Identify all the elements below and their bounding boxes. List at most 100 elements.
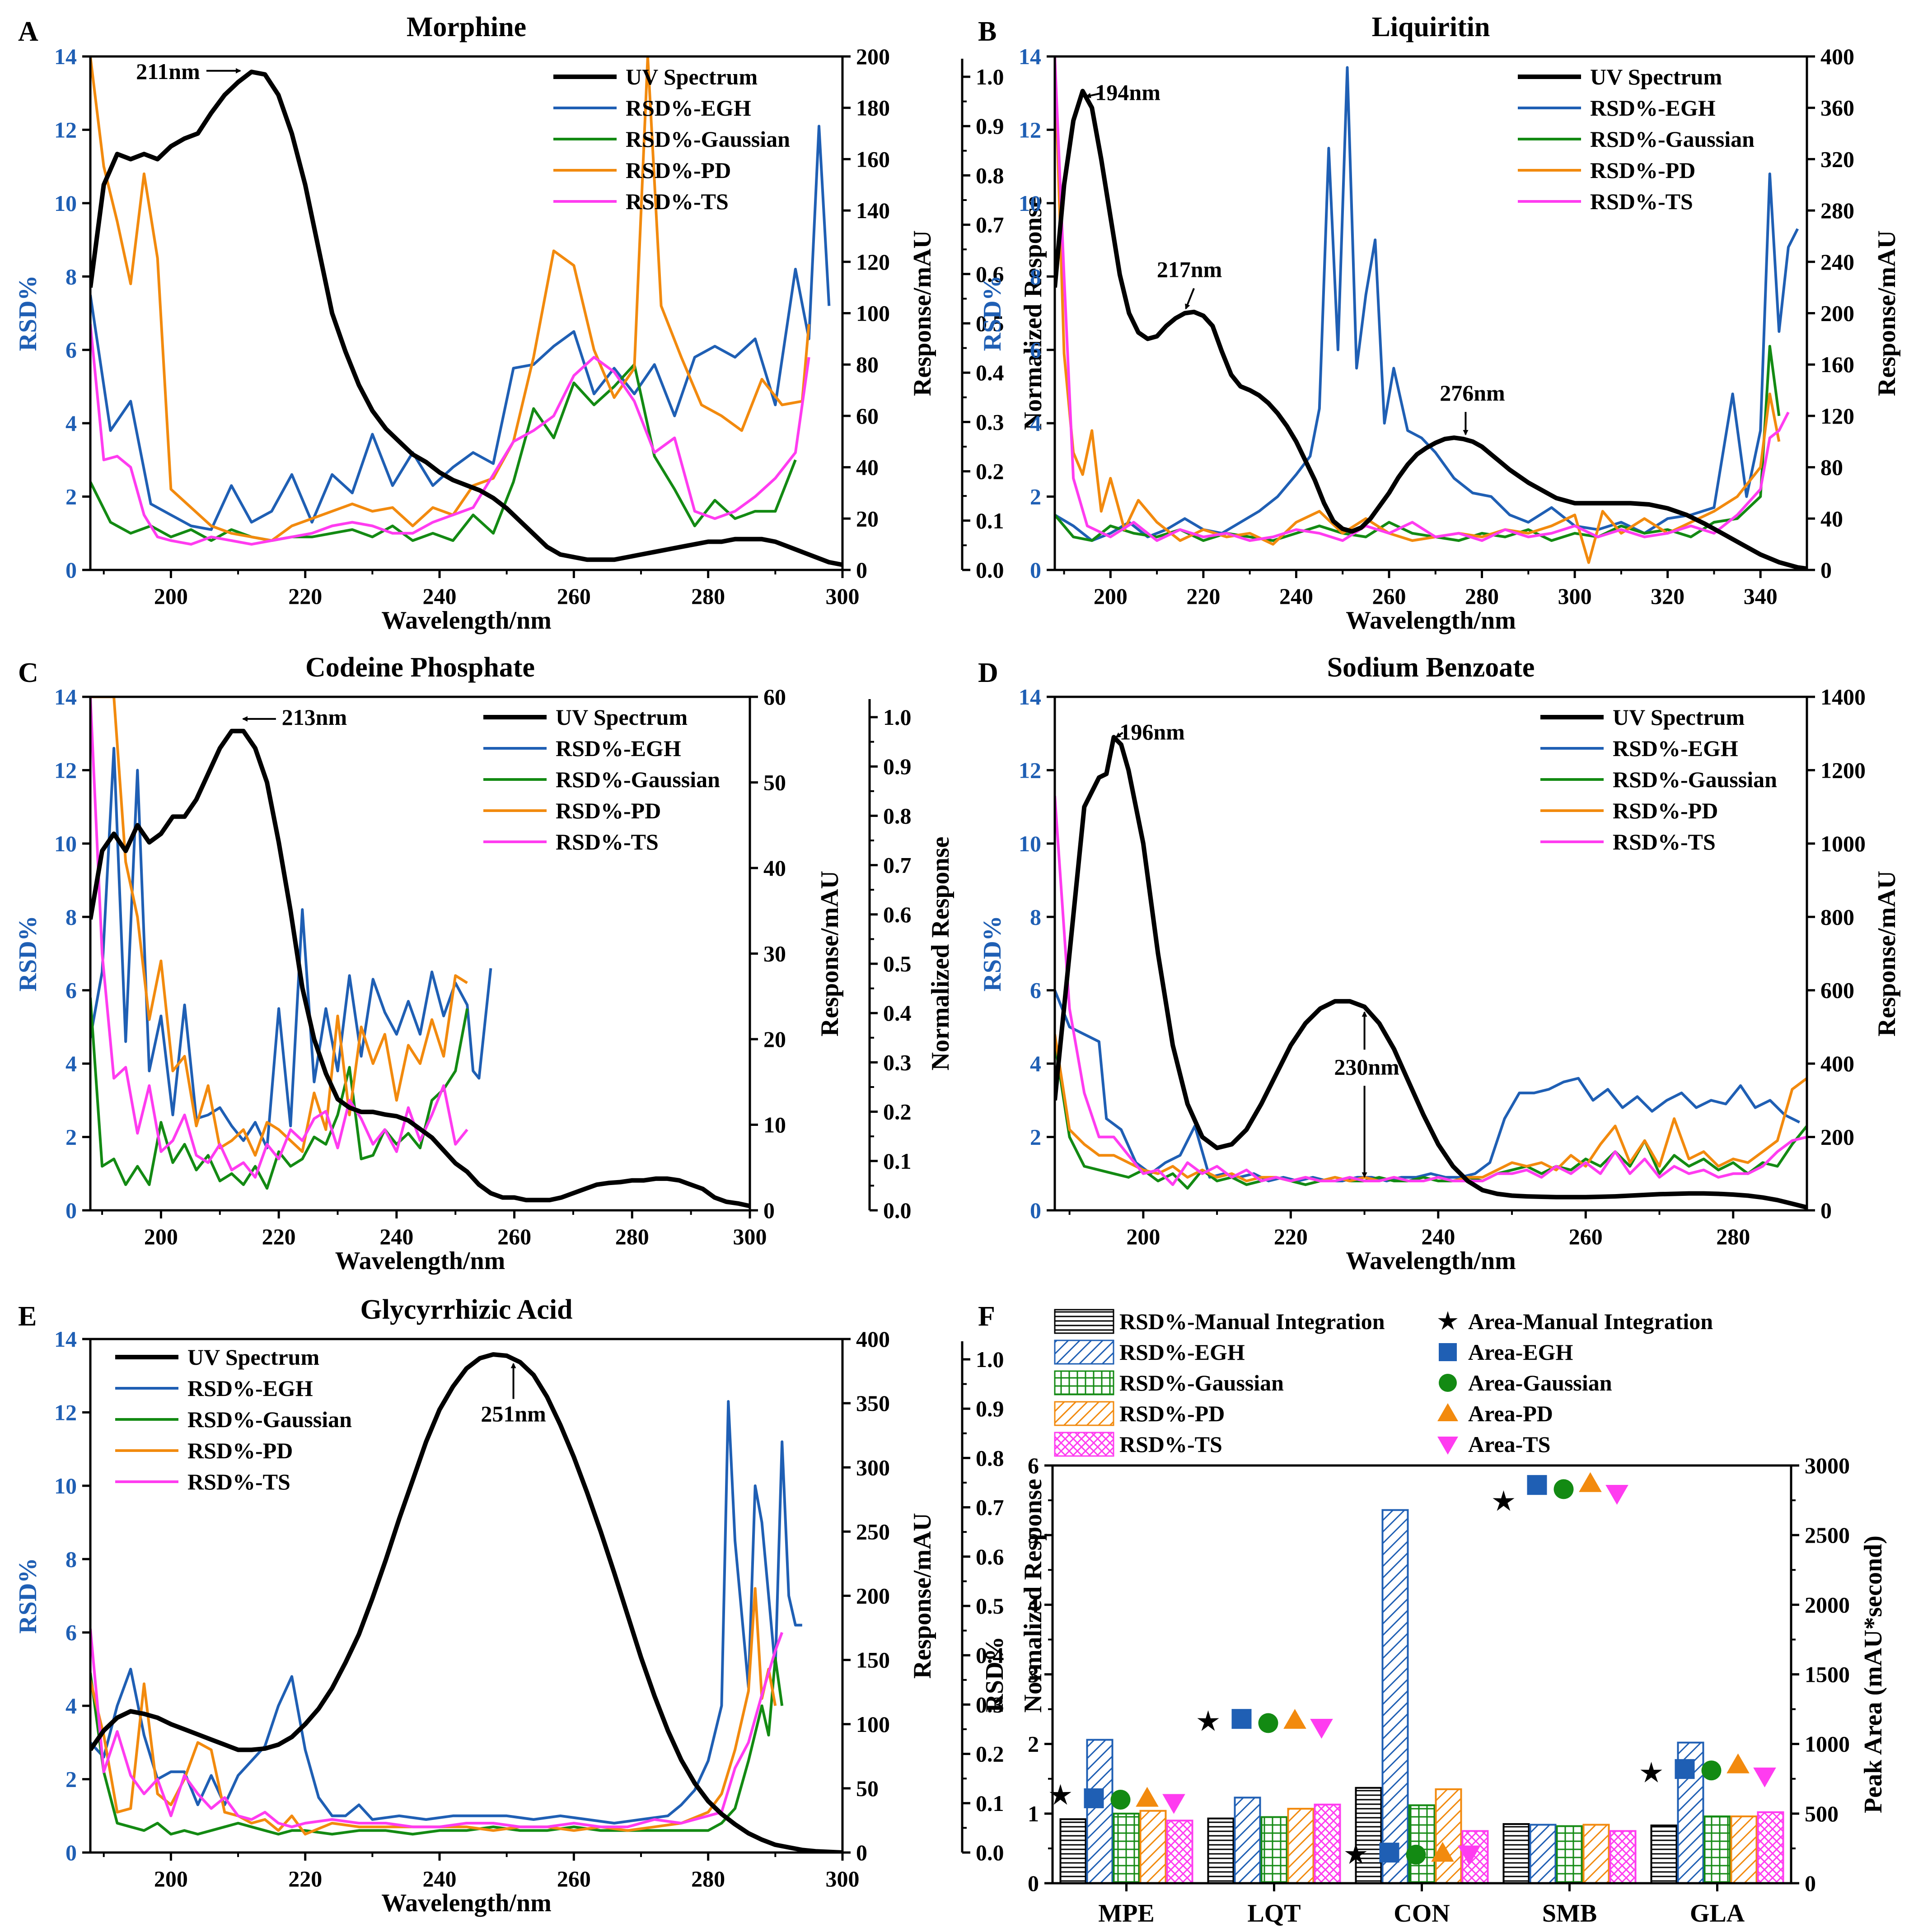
y-mid-axis-label: Response/mAU — [816, 871, 844, 1036]
y-left-tick-label: 0 — [1028, 1871, 1039, 1896]
y-left-tick-label: 8 — [66, 264, 77, 289]
area-marker-square — [1675, 1759, 1695, 1779]
y-right-tick-label: 0.8 — [976, 1445, 1004, 1470]
y-left-tick-label: 6 — [1028, 1453, 1039, 1478]
area-marker-circle — [1110, 1790, 1131, 1810]
legend-label: RSD%-Gaussian — [1119, 1370, 1284, 1395]
legend-label: RSD%-PD — [1119, 1401, 1225, 1426]
area-marker-triangle-down — [1605, 1484, 1628, 1505]
x-tick-label: 220 — [1274, 1224, 1308, 1249]
y-right-tick-label: 0 — [1805, 1871, 1816, 1896]
legend-bar-swatch — [1054, 1370, 1114, 1395]
y-mid-tick-label: 10 — [763, 1112, 786, 1138]
area-marker-square — [1231, 1709, 1252, 1729]
legend-bar-swatch — [1054, 1339, 1114, 1365]
y-right-tick-label: 0.9 — [976, 1396, 1004, 1421]
legend-label: RSD%-EGH — [556, 736, 681, 761]
y-right-tick-label: 0.6 — [883, 902, 912, 927]
y-left-tick-label: 10 — [1019, 191, 1041, 216]
area-marker-circle — [1406, 1844, 1426, 1865]
y-left-tick-label: 3 — [1028, 1662, 1039, 1687]
y-mid-tick-label: 0 — [856, 557, 867, 583]
y-left-tick-label: 4 — [1030, 411, 1041, 436]
x-tick-label: 280 — [691, 1866, 725, 1891]
y-left-tick-label: 8 — [1030, 264, 1041, 289]
series-line-egh — [90, 747, 492, 1149]
legend-label: Area-Manual Integration — [1468, 1309, 1713, 1334]
y-mid-tick-label: 20 — [856, 506, 879, 531]
legend-label: RSD%-PD — [556, 798, 661, 823]
legend-label: RSD%-Gaussian — [1590, 126, 1755, 152]
area-marker-star — [1345, 1843, 1367, 1864]
y-left-tick-label: 4 — [1028, 1592, 1039, 1617]
y-left-tick-label: 6 — [1030, 978, 1041, 1003]
y-mid-tick-label: 200 — [856, 1583, 890, 1609]
x-axis-label: Wavelength/nm — [335, 1247, 505, 1275]
annotation-arrow — [1115, 732, 1123, 738]
legend-label: Area-Gaussian — [1468, 1370, 1612, 1395]
bar-manual-integration — [1502, 1823, 1530, 1884]
y-left-tick-label: 2 — [66, 484, 77, 509]
y-right-axis-label: Normalized Response — [1019, 1479, 1047, 1713]
x-category-label: CON — [1394, 1899, 1450, 1927]
peak-annotation: 251nm — [481, 1401, 546, 1427]
y-mid-tick-label: 400 — [1820, 44, 1854, 69]
y-right-tick-label: 0.2 — [976, 1741, 1004, 1767]
bar-egh — [1529, 1824, 1557, 1884]
area-marker-star — [1438, 1311, 1458, 1330]
x-tick-label: 260 — [1569, 1224, 1603, 1249]
legend-bar-swatch — [1054, 1401, 1114, 1426]
peak-annotation: 211nm — [136, 59, 200, 84]
series-line-ts — [1055, 796, 1807, 1186]
x-tick-label: 340 — [1744, 583, 1778, 609]
panel-title: Sodium Benzoate — [1327, 652, 1535, 683]
y-mid-tick-label: 50 — [763, 770, 786, 795]
y-left-tick-label: 14 — [54, 684, 77, 709]
y-right-tick-label: 2500 — [1805, 1522, 1850, 1548]
area-marker-square — [1379, 1843, 1399, 1863]
bar-manual-integration — [1355, 1787, 1382, 1885]
y-mid-tick-label: 1000 — [1820, 831, 1866, 856]
y-mid-tick-label: 280 — [1820, 198, 1854, 223]
legend-label: RSD%-TS — [187, 1469, 290, 1494]
area-marker-triangle — [1283, 1708, 1306, 1729]
x-tick-label: 200 — [154, 1866, 188, 1891]
peak-annotation: 276nm — [1440, 380, 1505, 406]
annotation-arrow — [1085, 92, 1101, 98]
legend-label: RSD%-EGH — [626, 95, 751, 121]
y-mid-tick-label: 180 — [856, 95, 890, 121]
peak-annotation: 213nm — [282, 705, 347, 730]
legend-label: UV Spectrum — [556, 705, 688, 730]
panel-letter: C — [18, 658, 38, 688]
y-right-tick-label: 1000 — [1805, 1731, 1850, 1757]
x-tick-label: 240 — [1279, 583, 1313, 609]
y-left-tick-label: 4 — [66, 1051, 77, 1076]
y-mid-tick-label: 30 — [763, 941, 786, 966]
series-line-pd — [90, 697, 468, 1157]
y-left-tick-label: 2 — [66, 1767, 77, 1792]
x-tick-label: 200 — [154, 583, 188, 609]
y-right-tick-label: 2000 — [1805, 1592, 1850, 1617]
y-right-tick-label: 0.9 — [883, 754, 912, 779]
y-left-tick-label: 0 — [1030, 557, 1041, 583]
legend-label: RSD%-Gaussian — [626, 126, 790, 152]
x-tick-label: 260 — [497, 1224, 531, 1249]
legend-label: Area-PD — [1468, 1401, 1553, 1426]
bar-manual-integration — [1059, 1818, 1087, 1885]
panel-title: Glycyrrhizic Acid — [360, 1294, 572, 1325]
y-right-tick-label: 3000 — [1805, 1453, 1850, 1478]
area-marker-triangle-down — [1310, 1718, 1333, 1739]
x-tick-label: 280 — [1465, 583, 1499, 609]
area-marker-star — [1493, 1490, 1515, 1511]
peak-annotation: 217nm — [1157, 257, 1222, 282]
area-marker-star — [1197, 1710, 1219, 1731]
y-right-tick-label: 0.2 — [883, 1099, 912, 1125]
y-left-tick-label: 5 — [1028, 1522, 1039, 1548]
y-mid-tick-label: 60 — [763, 684, 786, 709]
y-left-tick-label: 0 — [66, 557, 77, 583]
